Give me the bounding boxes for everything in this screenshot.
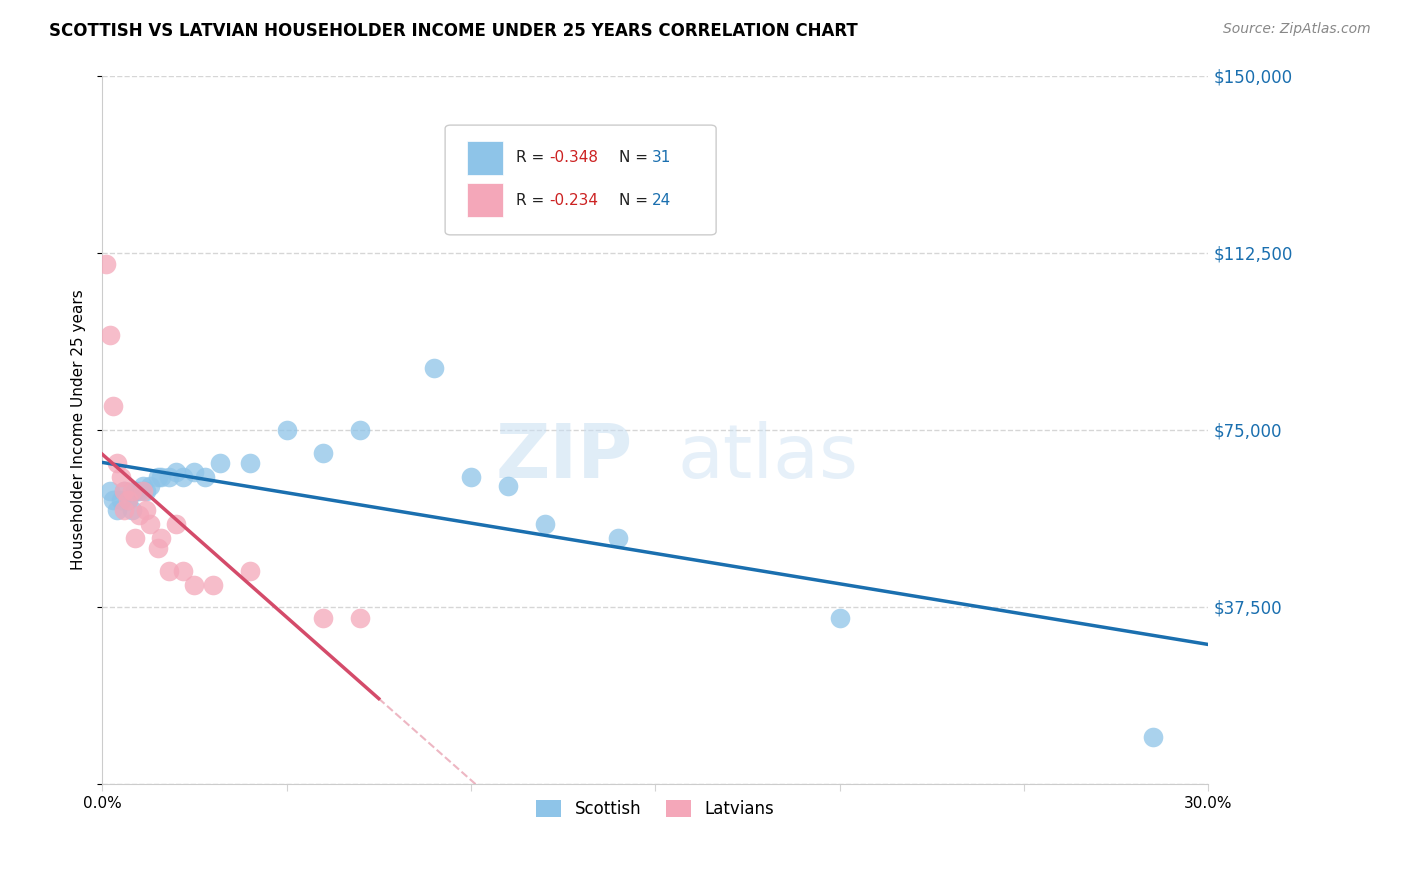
Point [533,517,555,532]
Point [194,470,217,484]
Point [132,483,155,498]
Point [172,470,194,484]
Point [112,483,135,498]
Point [276,423,298,437]
Point [135,503,157,517]
Point [312,611,335,625]
Text: N =: N = [619,150,652,165]
Point [1142,730,1164,744]
Text: R =: R = [516,150,548,165]
Text: ZIP: ZIP [496,421,633,494]
FancyBboxPatch shape [467,183,502,217]
Point [132,479,155,493]
Point [98,328,121,343]
Point [94,257,117,271]
Point [157,564,180,578]
Point [121,483,143,498]
Point [349,611,371,625]
Text: -0.234: -0.234 [550,193,598,208]
Point [128,508,150,522]
Point [105,503,128,517]
Point [117,493,139,508]
Point [124,531,146,545]
Text: 31: 31 [652,150,671,165]
Point [165,517,187,532]
Text: SCOTTISH VS LATVIAN HOUSEHOLDER INCOME UNDER 25 YEARS CORRELATION CHART: SCOTTISH VS LATVIAN HOUSEHOLDER INCOME U… [49,22,858,40]
Y-axis label: Householder Income Under 25 years: Householder Income Under 25 years [72,289,86,570]
FancyBboxPatch shape [467,141,502,175]
Point [828,611,851,625]
Point [239,564,262,578]
Point [124,483,146,498]
FancyBboxPatch shape [446,125,716,235]
Point [110,470,132,484]
Point [209,456,232,470]
Point [183,578,205,592]
Point [201,578,224,592]
Point [239,456,262,470]
Point [112,483,135,498]
Point [150,531,173,545]
Point [139,517,162,532]
Point [135,483,157,498]
Point [157,470,180,484]
Point [183,465,205,479]
Text: N =: N = [619,193,652,208]
Text: -0.348: -0.348 [550,150,598,165]
Text: R =: R = [516,193,548,208]
Point [423,361,446,376]
Point [103,399,125,413]
Point [165,465,187,479]
Point [172,564,194,578]
Point [146,470,169,484]
Point [139,479,162,493]
Point [607,531,630,545]
Point [117,493,139,508]
Point [121,503,143,517]
Point [460,470,482,484]
Point [349,423,371,437]
Point [98,483,121,498]
Point [112,503,135,517]
Point [146,541,169,555]
Text: 24: 24 [652,193,671,208]
Point [105,456,128,470]
Legend: Scottish, Latvians: Scottish, Latvians [530,794,780,825]
Point [496,479,519,493]
Text: Source: ZipAtlas.com: Source: ZipAtlas.com [1223,22,1371,37]
Point [128,483,150,498]
Point [110,493,132,508]
Point [103,493,125,508]
Point [150,470,173,484]
Point [312,446,335,460]
Text: atlas: atlas [678,421,859,494]
